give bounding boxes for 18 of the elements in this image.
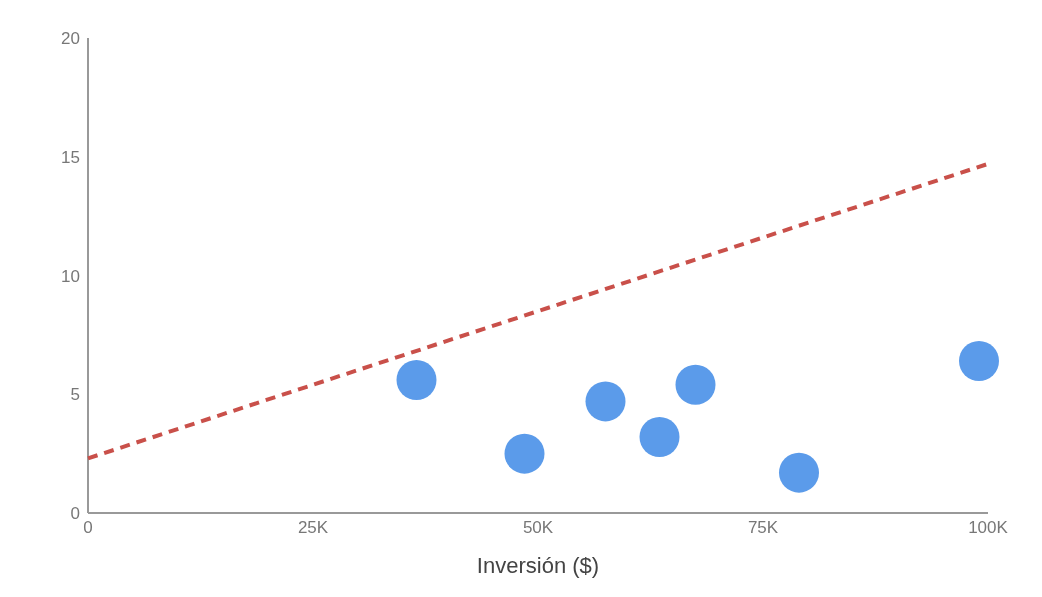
point	[585, 381, 626, 422]
point	[675, 364, 716, 405]
point	[959, 341, 999, 381]
point	[639, 417, 680, 457]
x-tick-label: 100K	[968, 518, 1009, 538]
point	[396, 360, 437, 400]
x-tick-label: 75K	[747, 518, 779, 538]
x-tick-label: 25K	[297, 518, 329, 538]
x-tick-label: 50K	[522, 518, 554, 538]
x-axis-title: Inversión ($)	[476, 553, 600, 578]
y-tick-label: 20	[61, 29, 80, 49]
point	[779, 452, 819, 493]
y-tick-label: 10	[61, 266, 80, 286]
y-tick-label: 5	[70, 385, 80, 405]
point	[504, 433, 545, 474]
x-tick-label: 0	[83, 518, 93, 538]
y-tick-label: 0	[70, 504, 80, 524]
y-tick-label: 15	[61, 147, 80, 167]
